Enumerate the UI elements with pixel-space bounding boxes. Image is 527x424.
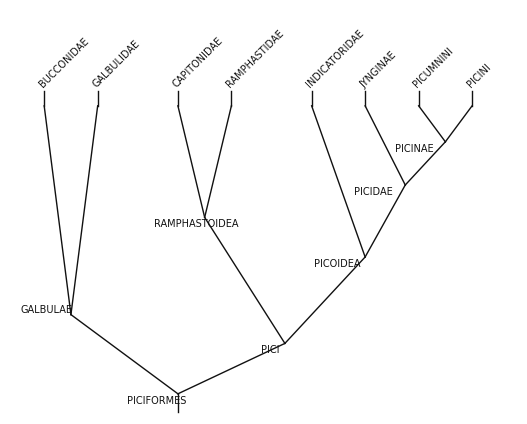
Text: PICIDAE: PICIDAE [355,187,393,197]
Text: INDICATORIDAE: INDICATORIDAE [305,28,366,89]
Text: JYNGINAE: JYNGINAE [358,50,398,89]
Text: RAMPHASTOIDEA: RAMPHASTOIDEA [154,219,238,229]
Text: GALBULIDAE: GALBULIDAE [91,39,142,89]
Text: PICI: PICI [261,345,279,355]
Text: BUCCONIDAE: BUCCONIDAE [37,36,91,89]
Text: GALBULAE: GALBULAE [20,304,72,315]
Text: PICIFORMES: PICIFORMES [127,396,187,406]
Text: PICUMNINI: PICUMNINI [412,46,455,89]
Text: CAPITONIDAE: CAPITONIDAE [171,36,225,89]
Text: PICINI: PICINI [465,62,492,89]
Text: RAMPHASTIDAE: RAMPHASTIDAE [225,28,286,89]
Text: PICOIDEA: PICOIDEA [314,259,361,269]
Text: PICINAE: PICINAE [395,144,433,153]
